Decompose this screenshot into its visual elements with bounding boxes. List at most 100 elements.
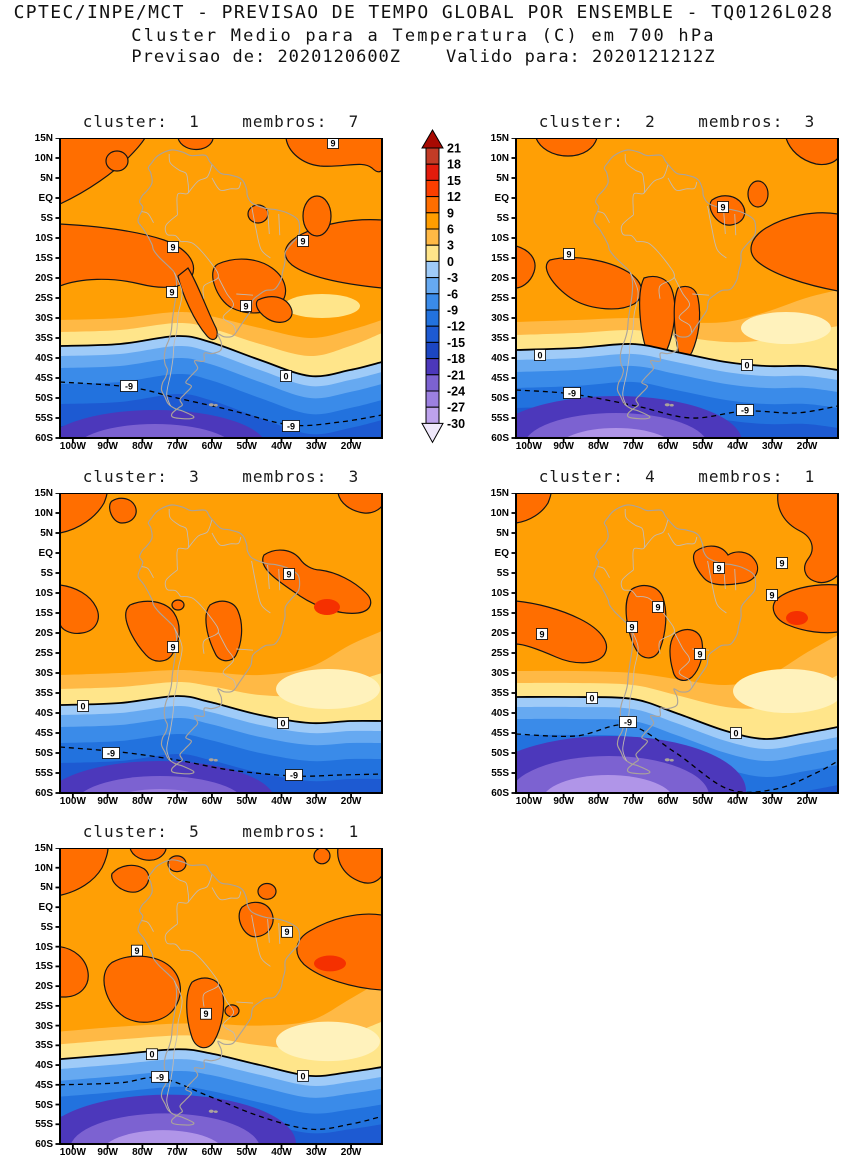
colorbar-segment (425, 212, 440, 230)
contour-label: 9 (563, 248, 575, 260)
lat-tick-label: 15S (35, 961, 53, 973)
lon-tick-label: 60W (657, 796, 679, 807)
colorbar-segment (425, 260, 440, 279)
lat-tick-label: 15S (35, 608, 53, 619)
lat-tick-label: 40S (35, 353, 53, 364)
lon-tick-label: 20W (340, 441, 362, 452)
contour-label: 9 (200, 1007, 212, 1020)
contour-label-text: -9 (624, 717, 632, 727)
contour-label: -9 (102, 747, 120, 759)
lon-tick-label: 30W (761, 796, 783, 807)
colorbar-label: -3 (447, 271, 458, 285)
colorbar-segment (425, 406, 440, 424)
contour-label-text: 9 (300, 236, 305, 246)
lat-tick-label: 25S (35, 1000, 53, 1012)
lat-tick-label: 45S (491, 728, 509, 739)
lat-tick-label: 35S (35, 688, 53, 699)
contour-label: -9 (151, 1071, 169, 1083)
lat-tick-label: 45S (35, 1079, 53, 1091)
colorbar-label: -27 (447, 401, 465, 415)
lat-tick-label: 5S (40, 921, 53, 933)
contour-label: 0 (280, 370, 292, 382)
lat-tick-label: 10S (491, 588, 509, 599)
contour-label: 9 (694, 648, 706, 660)
lon-tick-label: 50W (236, 441, 257, 452)
contour-label: 9 (626, 621, 638, 633)
lat-tick-label: 60S (35, 1139, 53, 1150)
contour-label-text: 0 (280, 718, 285, 728)
lon-tick-label: 90W (553, 796, 574, 807)
colorbar-label: -18 (447, 352, 465, 366)
lon-tick-label: 20W (340, 796, 362, 807)
lat-tick-label: 40S (35, 708, 53, 719)
lon-tick-label: 50W (236, 796, 257, 807)
lon-tick-label: 100W (59, 1147, 86, 1157)
lon-tick-label: 30W (305, 796, 327, 807)
contour-label-text: -9 (125, 381, 133, 391)
lon-tick-label: 80W (588, 441, 609, 452)
lon-tick-label: 80W (132, 441, 153, 452)
lon-tick-label: 50W (236, 1147, 257, 1157)
lat-tick-label: 20S (35, 628, 53, 639)
lat-tick-label: 45S (35, 373, 53, 384)
panel-title-cluster-1: cluster: 1 membros: 7 (82, 112, 360, 131)
contour-label: 9 (327, 138, 339, 149)
lat-tick-label: 15N (34, 488, 53, 499)
colorbar-label: -12 (447, 320, 465, 334)
contour-label-text: 9 (720, 202, 725, 212)
contour-label-text: 9 (716, 563, 721, 573)
lat-tick-label: 55S (491, 413, 509, 424)
panel-title-cluster-5: cluster: 5 membros: 1 (82, 822, 360, 841)
colorbar-segment (425, 179, 440, 198)
lat-tick-label: 40S (491, 708, 509, 719)
lat-tick-label: 50S (491, 393, 509, 404)
lon-tick-label: 80W (588, 796, 609, 807)
lat-tick-label: EQ (38, 193, 53, 204)
panel-title-cluster-2: cluster: 2 membros: 3 (538, 112, 816, 131)
lon-tick-label: 40W (271, 441, 292, 452)
contour-label-text: -9 (287, 421, 295, 431)
lon-tick-label: 60W (657, 441, 679, 452)
cluster-2-map: 9 9 0 0 -9 -9 (511, 138, 839, 443)
lat-tick-label: 5S (40, 213, 53, 224)
colorbar-label: 15 (447, 174, 461, 188)
lon-tick-label: 70W (166, 1147, 188, 1157)
lon-tick-label: 60W (201, 796, 223, 807)
contour-label: 0 (277, 717, 289, 729)
lat-tick-label: 60S (491, 433, 509, 444)
lat-tick-label: 35S (491, 688, 509, 699)
lon-tick-label: 50W (692, 796, 713, 807)
contour-label: 9 (240, 300, 252, 312)
lon-tick-label: 20W (796, 441, 818, 452)
lat-tick-label: 25S (35, 648, 53, 659)
lat-tick-label: 40S (491, 353, 509, 364)
lon-tick-label: 70W (166, 441, 188, 452)
lat-tick-label: EQ (38, 548, 53, 559)
colorbar-label: -24 (447, 385, 465, 399)
lat-tick-label: 35S (491, 333, 509, 344)
contour-label-text: 9 (243, 301, 248, 311)
lat-tick-label: 5S (496, 213, 509, 224)
contour-label-text: 9 (169, 287, 174, 297)
contour-label: 9 (166, 286, 178, 298)
lat-tick-label: 5N (40, 882, 53, 894)
colorbar-segment (425, 358, 440, 376)
contour-label: 9 (776, 557, 788, 569)
colorbar-segment (425, 341, 440, 360)
lon-tick-label: 70W (166, 796, 188, 807)
contour-label: 0 (77, 700, 89, 712)
contour-label-text: 9 (170, 242, 175, 252)
lat-tick-label: 60S (491, 788, 509, 799)
contour-label-text: 0 (149, 1050, 154, 1060)
map-frame (515, 493, 839, 794)
contour-label-text: 0 (80, 701, 85, 711)
contour-label-text: -9 (156, 1072, 164, 1082)
lat-tick-label: 20S (35, 273, 53, 284)
lat-tick-label: 5S (496, 568, 509, 579)
contour-label-text: 9 (203, 1009, 208, 1019)
contour-label: 0 (534, 349, 546, 361)
contour-label: 9 (283, 568, 295, 580)
lon-tick-label: 60W (201, 441, 223, 452)
lon-tick-label: 40W (727, 441, 748, 452)
contour-label-text: 0 (300, 1071, 305, 1081)
